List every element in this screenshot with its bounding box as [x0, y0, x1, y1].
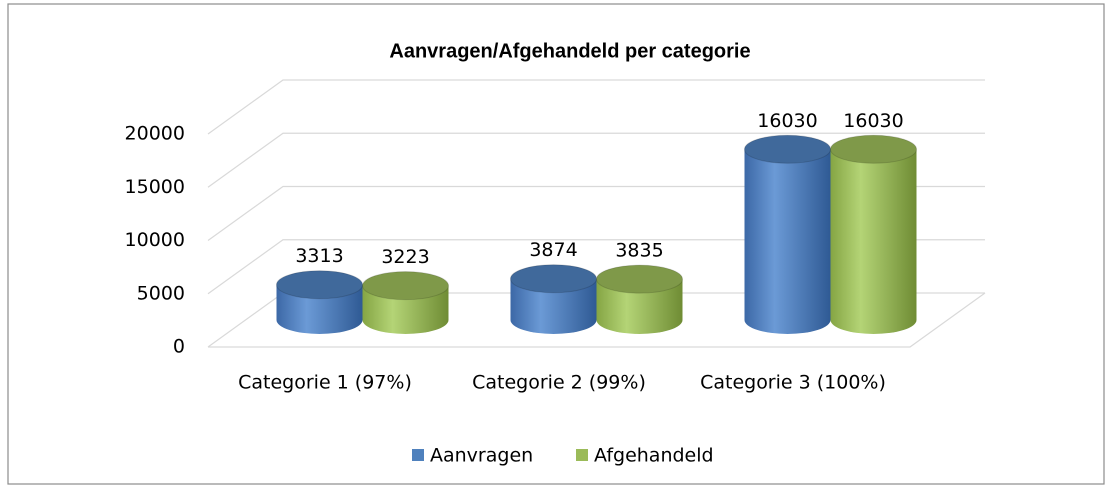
y-tick-label: 20000 — [125, 123, 185, 145]
bar-top — [596, 264, 683, 294]
value-label: 16030 — [757, 110, 817, 132]
bar-top-shade — [362, 271, 449, 300]
grid-line — [207, 132, 985, 188]
bar-top-shade — [276, 270, 363, 299]
value-label: 3835 — [615, 240, 663, 262]
bar — [830, 134, 917, 334]
value-label: 3874 — [529, 239, 577, 261]
bar-top — [362, 271, 449, 301]
bar — [596, 264, 683, 334]
legend-swatch — [576, 449, 588, 461]
bar-top-shade — [510, 264, 597, 293]
bar-top — [276, 270, 363, 300]
legend-label: Aanvragen — [430, 445, 533, 467]
bar — [362, 271, 449, 334]
bar-body — [510, 278, 597, 334]
y-tick-label: 15000 — [125, 176, 185, 198]
y-tick-label: 0 — [173, 336, 185, 358]
legend-label: Afgehandeld — [594, 445, 714, 467]
bar-body — [744, 149, 831, 334]
bar — [276, 270, 363, 334]
value-label: 16030 — [843, 110, 903, 132]
bar-body — [596, 279, 683, 334]
bar-top-shade — [744, 135, 831, 164]
x-tick-label: Categorie 1 (97%) — [238, 372, 412, 394]
grid-line — [207, 79, 985, 135]
chart-border — [7, 3, 1105, 485]
y-tick-label: 5000 — [137, 282, 185, 304]
legend-swatch — [412, 449, 424, 461]
y-tick-label: 10000 — [125, 229, 185, 251]
x-tick-label: Categorie 3 (100%) — [700, 372, 886, 394]
bar — [744, 134, 831, 334]
value-label: 3223 — [381, 246, 429, 268]
chart-title: Aanvragen/Afgehandeld per categorie — [389, 40, 750, 62]
x-tick-label: Categorie 2 (99%) — [472, 372, 646, 394]
value-label: 3313 — [295, 245, 343, 267]
bar-body — [830, 149, 917, 334]
bar-body — [276, 284, 363, 334]
bar — [510, 264, 597, 334]
bar-top-shade — [596, 265, 683, 294]
bar-top — [830, 134, 917, 164]
bar-top-shade — [830, 135, 917, 164]
bar-top — [510, 264, 597, 294]
